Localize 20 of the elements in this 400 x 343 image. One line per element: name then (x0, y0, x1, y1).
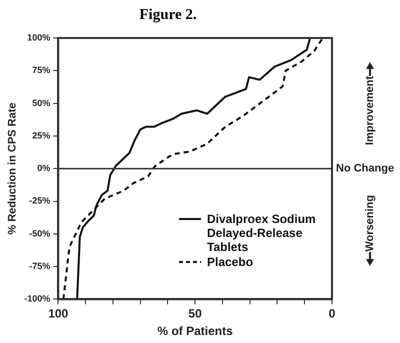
x-tick-label: 0 (328, 306, 336, 321)
text: Worsening (364, 195, 376, 252)
y-tick-label: 50% (32, 98, 50, 108)
y-tick-label: -25% (29, 196, 50, 206)
y-tick-label: 0% (37, 163, 50, 174)
y-tick-label: -50% (29, 228, 50, 238)
y-tick-label: 100% (27, 32, 50, 42)
y-tick-label: -100% (24, 294, 50, 304)
x-axis-title: % of Patients (157, 324, 234, 338)
y-tick-label: 25% (32, 130, 50, 140)
x-tick-label: 100 (48, 306, 69, 321)
ref-line-label: No Change (336, 162, 394, 175)
y-tick-label: -75% (29, 261, 50, 272)
text: Improvement (364, 76, 376, 146)
legend-label: Divalproex Sodium Delayed-Release Tablets (207, 212, 317, 254)
chart-title: Figure 2. (139, 6, 197, 23)
x-tick-label: 50 (188, 306, 202, 321)
y-tick-label: 75% (32, 65, 50, 76)
legend-label: Placebo (207, 255, 254, 269)
y-axis-title: % Reduction in CPS Rate (6, 102, 19, 235)
